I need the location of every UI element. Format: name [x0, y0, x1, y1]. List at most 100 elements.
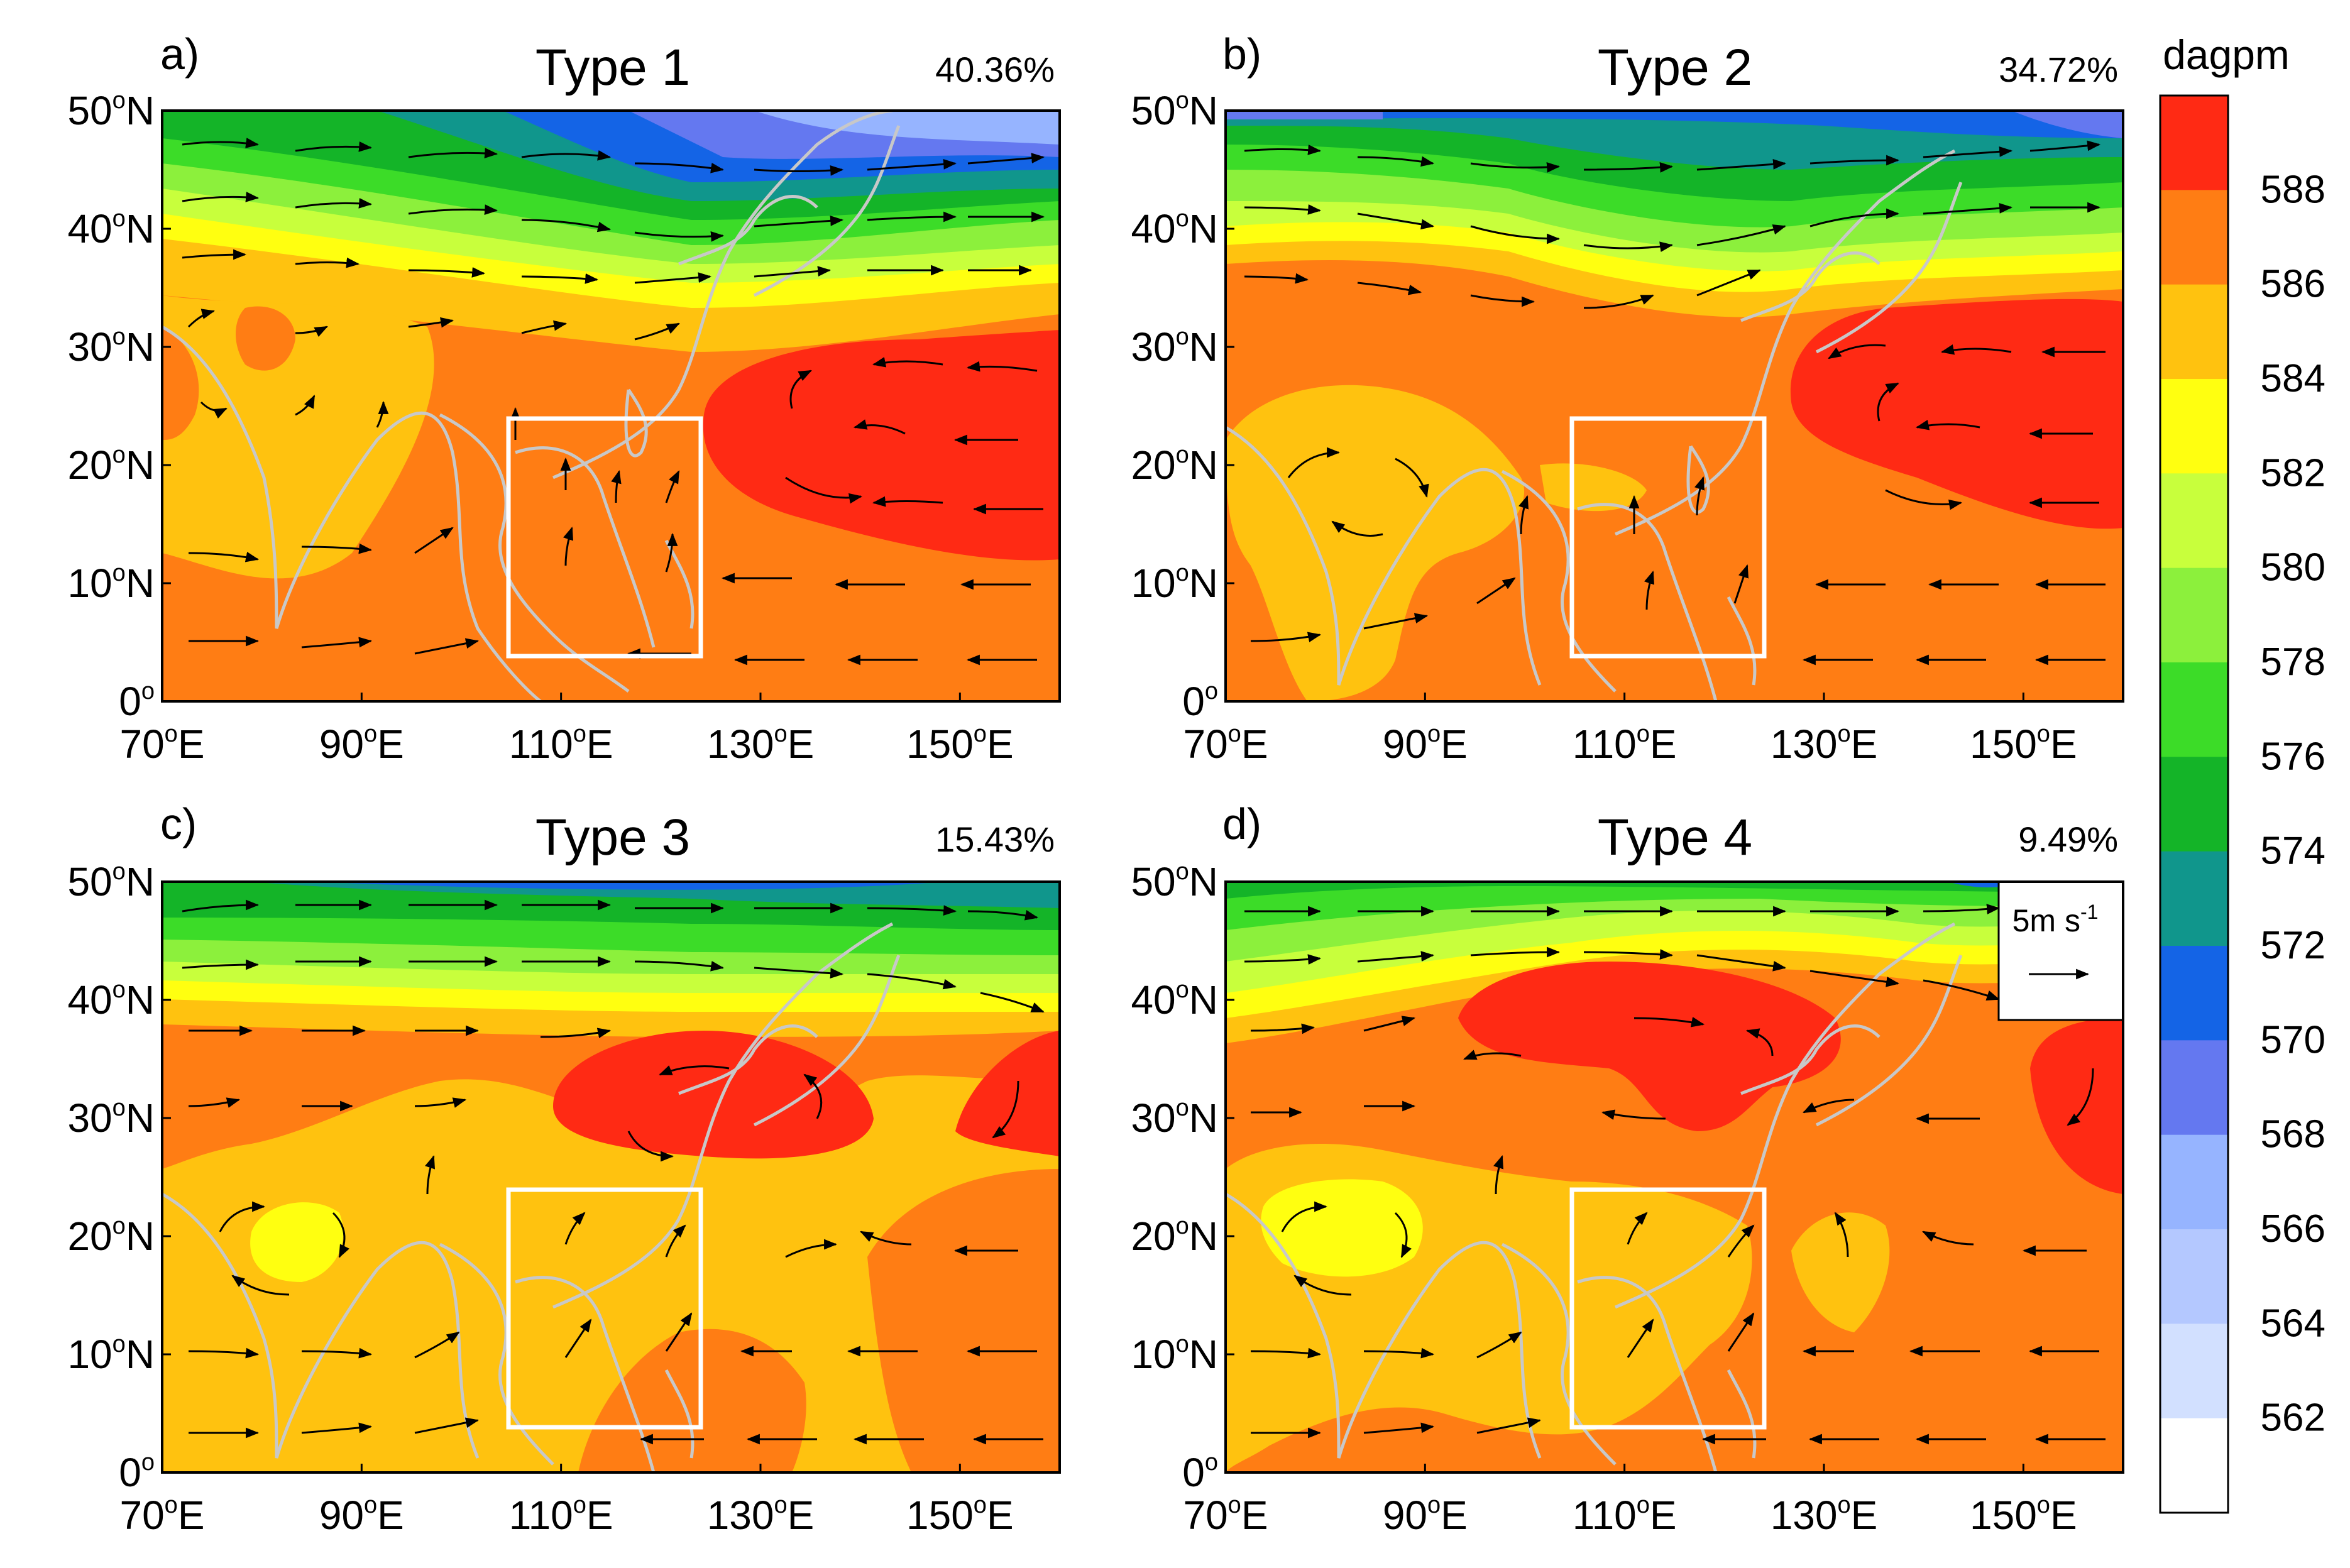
colorbar-level-label: 582: [2261, 451, 2325, 495]
panel-d-title: Type 4: [1598, 809, 1752, 866]
lat-tick-label: 20oN: [1131, 1213, 1218, 1259]
lat-tick-label: 40oN: [1131, 206, 1218, 251]
lon-tick-label: 150oE: [906, 721, 1014, 767]
lon-tick-label: 70oE: [119, 1492, 204, 1538]
reference-vector-legend: 5m s-1: [1997, 880, 2124, 1021]
panel-b: b) Type 2 34.72%: [1222, 30, 2124, 703]
panel-b-letter: b): [1222, 30, 1261, 79]
lat-tick-label: 0o: [119, 1449, 155, 1495]
lat-tick-label: 50oN: [1131, 87, 1218, 133]
lat-tick-label: 40oN: [67, 206, 155, 251]
colorbar-swatch: [2160, 1040, 2228, 1136]
colorbar-swatch: [2160, 1418, 2228, 1513]
panel-c-wind-vectors: [182, 899, 1045, 1445]
panel-c-study-box: [506, 1187, 703, 1430]
lon-tick-label: 90oE: [1383, 721, 1468, 767]
lon-tick-label: 150oE: [1970, 721, 2077, 767]
panel-a-contours: [162, 111, 1060, 701]
panel-c-percent: 15.43%: [935, 820, 1055, 859]
panel-b-study-box: [1569, 416, 1767, 659]
colorbar-level-label: 580: [2261, 546, 2325, 589]
panel-a-wind-vectors: [182, 138, 1045, 666]
colorbar-swatch: [2160, 284, 2228, 380]
panel-b-wind-vectors: [1244, 140, 2106, 666]
lon-tick-label: 70oE: [1183, 1492, 1268, 1538]
lat-tick-label: 50oN: [67, 858, 155, 904]
lon-tick-label: 110oE: [509, 1492, 613, 1538]
colorbar-level-label: 574: [2261, 830, 2325, 873]
lat-tick-label: 30oN: [1131, 324, 1218, 370]
colorbar-swatches: [2160, 96, 2228, 1513]
colorbar-swatch: [2160, 567, 2228, 663]
lat-tick-label: 30oN: [1131, 1095, 1218, 1141]
lon-tick-label: 110oE: [1573, 1492, 1677, 1538]
panel-a-letter: a): [160, 30, 199, 79]
panel-a: a) Type 1 40.36%: [160, 30, 1061, 703]
colorbar-swatch: [2160, 662, 2228, 757]
lon-tick-label: 110oE: [1573, 721, 1677, 767]
colorbar-swatch: [2160, 379, 2228, 474]
colorbar-level-label: 584: [2261, 357, 2325, 400]
colorbar-swatch: [2160, 851, 2228, 946]
colorbar-swatch: [2160, 1134, 2228, 1230]
colorbar-level-label: 588: [2261, 168, 2325, 211]
panel-a-title: Type 1: [535, 39, 690, 96]
colorbar-level-label: 564: [2261, 1302, 2325, 1345]
lat-tick-label: 30oN: [67, 1095, 155, 1141]
colorbar-swatch: [2160, 757, 2228, 852]
panel-d-contours: [1226, 882, 2123, 1472]
panel-d-percent: 9.49%: [2018, 820, 2118, 859]
panel-a-coastline: [162, 111, 901, 701]
colorbar-swatch: [2160, 473, 2228, 569]
panel-d-coastline: [1226, 922, 1963, 1472]
panel-c-contours: [162, 882, 1060, 1472]
lon-tick-label: 70oE: [119, 721, 204, 767]
colorbar-level-label: 562: [2261, 1396, 2325, 1440]
colorbar-unit-label: dagpm: [2163, 31, 2290, 78]
lon-tick-label: 130oE: [1771, 1492, 1878, 1538]
colorbar-level-label: 576: [2261, 735, 2325, 778]
lat-tick-label: 20oN: [67, 1213, 155, 1259]
lat-tick-label: 0o: [1182, 1449, 1218, 1495]
lat-tick-label: 50oN: [67, 87, 155, 133]
colorbar-level-label: 578: [2261, 640, 2325, 684]
panel-c-coastline: [162, 922, 901, 1472]
colorbar-level-label: 572: [2261, 924, 2325, 967]
panel-b-frame: [1224, 109, 2124, 703]
lon-tick-label: 130oE: [707, 721, 815, 767]
panel-d-frame: [1224, 880, 2124, 1474]
lat-tick-label: 10oN: [67, 1331, 155, 1377]
colorbar-level-label: 568: [2261, 1113, 2325, 1156]
colorbar-swatch: [2160, 946, 2228, 1041]
lon-tick-label: 130oE: [1771, 721, 1878, 767]
colorbar-swatch: [2160, 1229, 2228, 1324]
reference-vector-label: 5m s-1: [2012, 901, 2099, 938]
lon-tick-label: 90oE: [319, 721, 404, 767]
lat-tick-label: 40oN: [67, 977, 155, 1022]
panel-a-frame: [161, 109, 1061, 703]
lat-tick-label: 10oN: [1131, 560, 1218, 606]
lon-tick-label: 110oE: [509, 721, 613, 767]
lon-tick-label: 90oE: [319, 1492, 404, 1538]
panel-c: c) Type 3 15.43%: [160, 799, 1061, 1474]
lon-tick-label: 150oE: [906, 1492, 1014, 1538]
panel-d-letter: d): [1222, 799, 1261, 848]
lon-tick-label: 70oE: [1183, 721, 1268, 767]
lat-tick-label: 10oN: [67, 560, 155, 606]
panel-a-percent: 40.36%: [935, 50, 1055, 89]
lon-tick-label: 90oE: [1383, 1492, 1468, 1538]
colorbar-level-label: 566: [2261, 1207, 2325, 1251]
colorbar-level-labels: 588 586 584 582 580 578 576 574 572 570 568 566 564 5…: [2261, 168, 2325, 1439]
colorbar-level-label: 570: [2261, 1018, 2325, 1061]
lat-tick-label: 0o: [119, 678, 155, 724]
panel-d: 5m s-1 d) Type 4 9.49%: [1222, 799, 2124, 1474]
colorbar-swatch: [2160, 96, 2228, 190]
panel-a-study-box: [506, 416, 703, 659]
panel-c-letter: c): [160, 799, 197, 848]
colorbar: dagpm 5885865845825805785765745725705685…: [2159, 31, 2325, 1514]
lat-tick-label: 40oN: [1131, 977, 1218, 1022]
lon-tick-label: 130oE: [707, 1492, 815, 1538]
lat-tick-label: 30oN: [67, 324, 155, 370]
